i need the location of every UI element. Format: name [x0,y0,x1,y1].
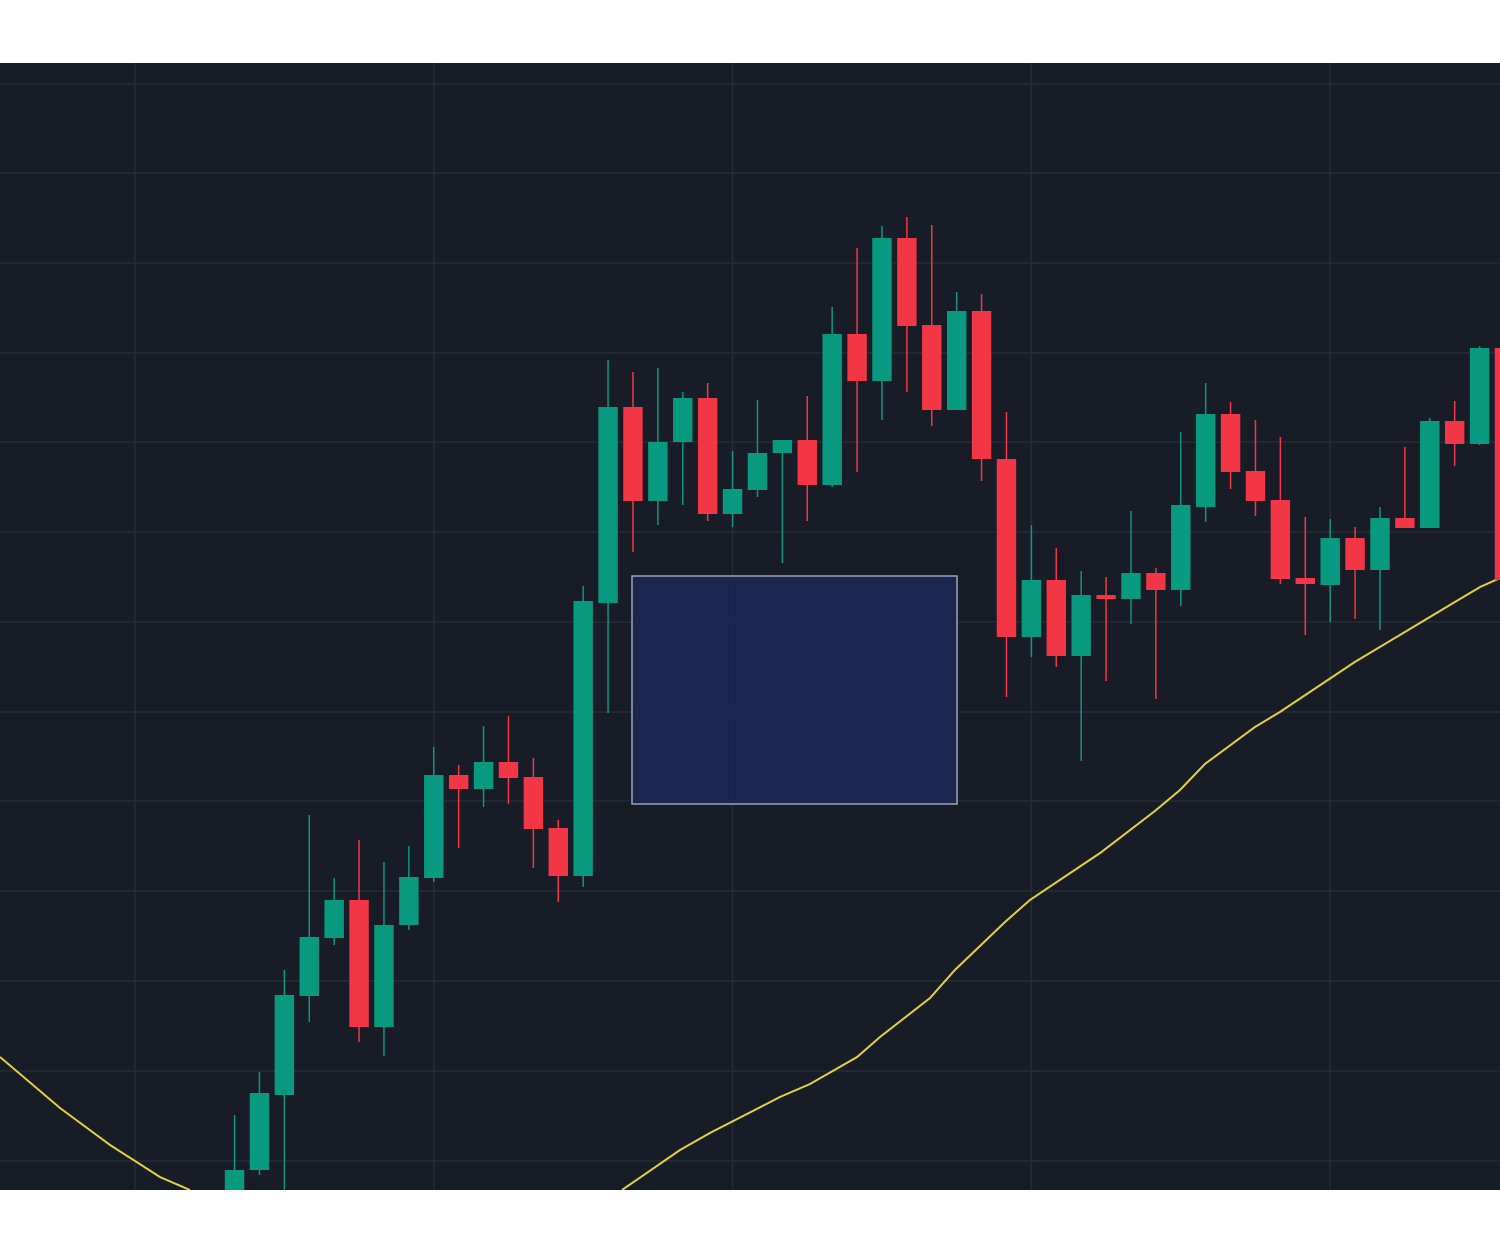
candle-body [548,828,568,876]
candle-body [872,238,892,381]
candle-body [1295,578,1315,584]
candle-body [299,937,319,996]
candle-body [822,334,842,485]
candle-body [249,1093,270,1170]
candle-body [772,440,793,453]
candle-body [224,1170,245,1190]
candle-body [1021,580,1042,637]
grid [0,63,1500,1190]
candle-body [673,398,693,442]
candle-body [349,900,369,1027]
candle-body [996,459,1017,637]
candle-body [573,601,593,876]
candle-body [1420,421,1440,528]
candle-body [797,440,817,485]
candle-body [473,762,494,789]
candle-body [498,762,519,778]
candle-body [971,311,992,459]
candle-body [1270,500,1291,579]
candle-body [1444,421,1465,444]
candle-body [523,777,544,829]
candle-body [1195,414,1216,507]
candle-body [1494,348,1500,580]
candle-body [847,334,867,381]
candle-body [1345,538,1365,570]
candle-body [1220,414,1241,472]
candle-body [399,877,419,925]
candle-body [946,311,967,410]
candle-body [1096,595,1116,599]
drawn-box[interactable] [631,575,958,805]
candle-body [1171,505,1191,590]
candle-body [623,407,643,501]
candle-body [324,900,344,938]
candle-body [747,453,768,490]
candle-body [648,442,668,501]
candle-body [274,995,295,1095]
candle-body [1046,580,1066,656]
candle-body [1370,518,1390,570]
candle-body [598,407,618,603]
candle-body [1071,595,1091,656]
candle-body [1245,471,1266,501]
candle-body [1121,573,1141,599]
candle-body [424,775,444,878]
candle-body [697,398,718,514]
candle-body [1395,518,1415,528]
moving-average [0,577,1500,1190]
candle-body [1469,348,1490,444]
candle-body [722,489,743,514]
candle-body [1146,573,1166,590]
candle-body [922,325,942,410]
marks [0,217,1500,1190]
candle-body [897,238,917,326]
candle-body [448,775,469,789]
candle-body [1320,538,1340,585]
candle-body [374,925,394,1027]
